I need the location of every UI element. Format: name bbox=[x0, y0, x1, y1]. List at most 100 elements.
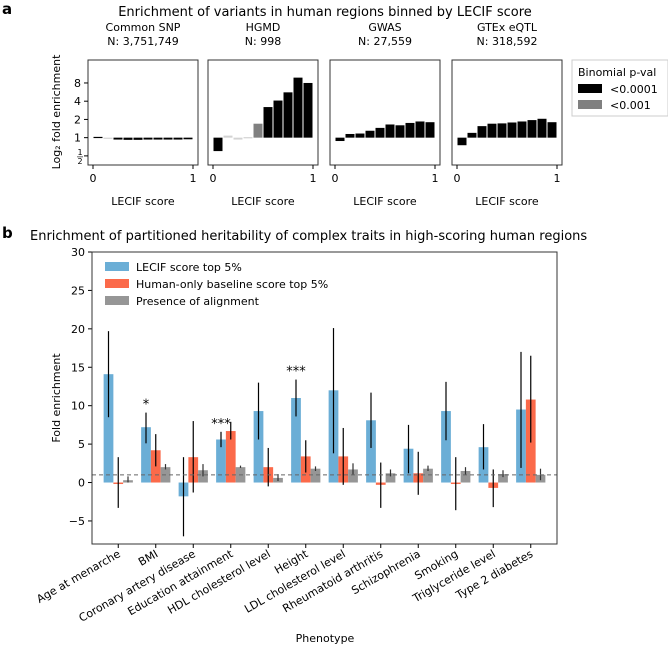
subplot-frame bbox=[87, 59, 199, 166]
y-tick-label: 10 bbox=[71, 400, 85, 413]
x-tick-label: 1 bbox=[432, 172, 439, 185]
legend-swatch bbox=[105, 262, 129, 271]
bar-bin bbox=[273, 100, 283, 138]
y-tick-label: 0 bbox=[78, 477, 85, 490]
bar-bin bbox=[303, 82, 313, 138]
bar-bin bbox=[223, 135, 233, 138]
legend-binomial: Binomial p-val <0.0001 <0.001 bbox=[571, 59, 668, 117]
bar-bin bbox=[425, 122, 435, 138]
bar-bin bbox=[133, 137, 143, 140]
legend-swatch bbox=[105, 296, 129, 305]
bar-bin bbox=[123, 137, 133, 140]
bar-0 bbox=[441, 411, 451, 483]
y-tick-label: 15 bbox=[71, 361, 85, 374]
y-tick-label: 2 bbox=[74, 113, 81, 126]
subplot-count: N: 318,592 bbox=[477, 35, 538, 48]
panel-label-a: a bbox=[2, 0, 12, 18]
subplot-count: N: 998 bbox=[245, 35, 281, 48]
panel-b-xlabel: Phenotype bbox=[296, 632, 355, 645]
bar-bin bbox=[355, 133, 365, 138]
y-tick-label: 1 bbox=[77, 148, 82, 157]
subplot-title: GTEx eQTL bbox=[477, 21, 538, 34]
bar-2 bbox=[348, 469, 358, 483]
x-axis-label: LECIF score bbox=[111, 195, 175, 208]
y-tick-label: 8 bbox=[74, 77, 81, 90]
bar-bin bbox=[173, 137, 183, 140]
x-tick-label: 0 bbox=[210, 172, 217, 185]
bar-bin bbox=[547, 122, 557, 138]
bar-0 bbox=[366, 420, 376, 483]
panel-label-b: b bbox=[2, 224, 13, 242]
legend-title: Binomial p-val bbox=[578, 66, 656, 79]
bar-bin bbox=[163, 137, 173, 140]
y-tick-label: 25 bbox=[71, 284, 85, 297]
x-tick-label: 0 bbox=[454, 172, 461, 185]
bar-bin bbox=[335, 137, 345, 142]
x-tick-label: 0 bbox=[90, 172, 97, 185]
bar-bin bbox=[93, 136, 103, 139]
bar-2 bbox=[460, 471, 471, 483]
bar-bin bbox=[283, 92, 293, 138]
subplot-title: Common SNP bbox=[106, 21, 181, 34]
legend-label-high: <0.0001 bbox=[610, 83, 658, 96]
significance-annotation: *** bbox=[286, 365, 306, 380]
bar-bin bbox=[527, 120, 537, 138]
bar-bin bbox=[487, 123, 497, 138]
bar-bin bbox=[385, 124, 395, 138]
bar-bin bbox=[405, 122, 415, 138]
subplot-frame bbox=[329, 59, 441, 166]
legend-label: LECIF score top 5% bbox=[136, 261, 242, 274]
bar-bin bbox=[243, 137, 253, 139]
bar-bin bbox=[457, 137, 467, 146]
legend-label: Presence of alignment bbox=[136, 295, 260, 308]
significance-annotation: *** bbox=[211, 417, 231, 432]
plot-frame bbox=[91, 251, 558, 545]
x-tick-label: 1 bbox=[190, 172, 197, 185]
legend-swatch-high bbox=[578, 84, 602, 93]
x-tick-label: 0 bbox=[332, 172, 339, 185]
subplot-frame bbox=[451, 59, 563, 166]
bar-bin bbox=[415, 121, 425, 138]
x-axis-label: LECIF score bbox=[231, 195, 295, 208]
bar-bin bbox=[395, 125, 405, 138]
bar-bin bbox=[143, 137, 153, 140]
y-tick-label: 5 bbox=[78, 438, 85, 451]
bar-0 bbox=[253, 411, 264, 483]
legend-swatch bbox=[105, 279, 129, 288]
subplot-frame bbox=[207, 59, 319, 166]
x-tick-label: 1 bbox=[310, 172, 317, 185]
bar-bin bbox=[467, 132, 477, 138]
bar-bin bbox=[183, 137, 193, 140]
panel-b-ylabel: Fold enrichment bbox=[50, 353, 63, 443]
y-tick-label: 2 bbox=[77, 157, 82, 166]
bar-bin bbox=[345, 133, 355, 138]
bar-bin bbox=[253, 123, 263, 138]
bar-0 bbox=[141, 427, 151, 483]
bar-2 bbox=[423, 468, 433, 483]
bar-bin bbox=[263, 107, 273, 138]
bar-bin bbox=[375, 127, 385, 138]
y-tick-label: −5 bbox=[69, 515, 85, 528]
bar-bin bbox=[507, 122, 517, 138]
bar-0 bbox=[103, 374, 114, 483]
bar-2 bbox=[310, 468, 321, 483]
y-tick-label: 30 bbox=[71, 246, 85, 259]
bar-bin bbox=[517, 121, 527, 138]
y-tick-label: 20 bbox=[71, 323, 85, 336]
bar-bin bbox=[365, 130, 375, 138]
y-tick-label: 4 bbox=[74, 95, 81, 108]
bar-bin bbox=[113, 137, 123, 140]
x-tick-label: 1 bbox=[554, 172, 561, 185]
legend-label: Human-only baseline score top 5% bbox=[136, 278, 328, 291]
subplot-title: GWAS bbox=[368, 21, 401, 34]
subplot-count: N: 27,559 bbox=[358, 35, 412, 48]
y-tick-label: 1 bbox=[74, 132, 81, 145]
bar-bin bbox=[233, 137, 243, 140]
bar-bin bbox=[153, 137, 163, 140]
x-axis-label: LECIF score bbox=[475, 195, 539, 208]
bar-bin bbox=[497, 123, 507, 138]
x-tick-label: BMI bbox=[136, 547, 160, 568]
subplot-count: N: 3,751,749 bbox=[107, 35, 178, 48]
